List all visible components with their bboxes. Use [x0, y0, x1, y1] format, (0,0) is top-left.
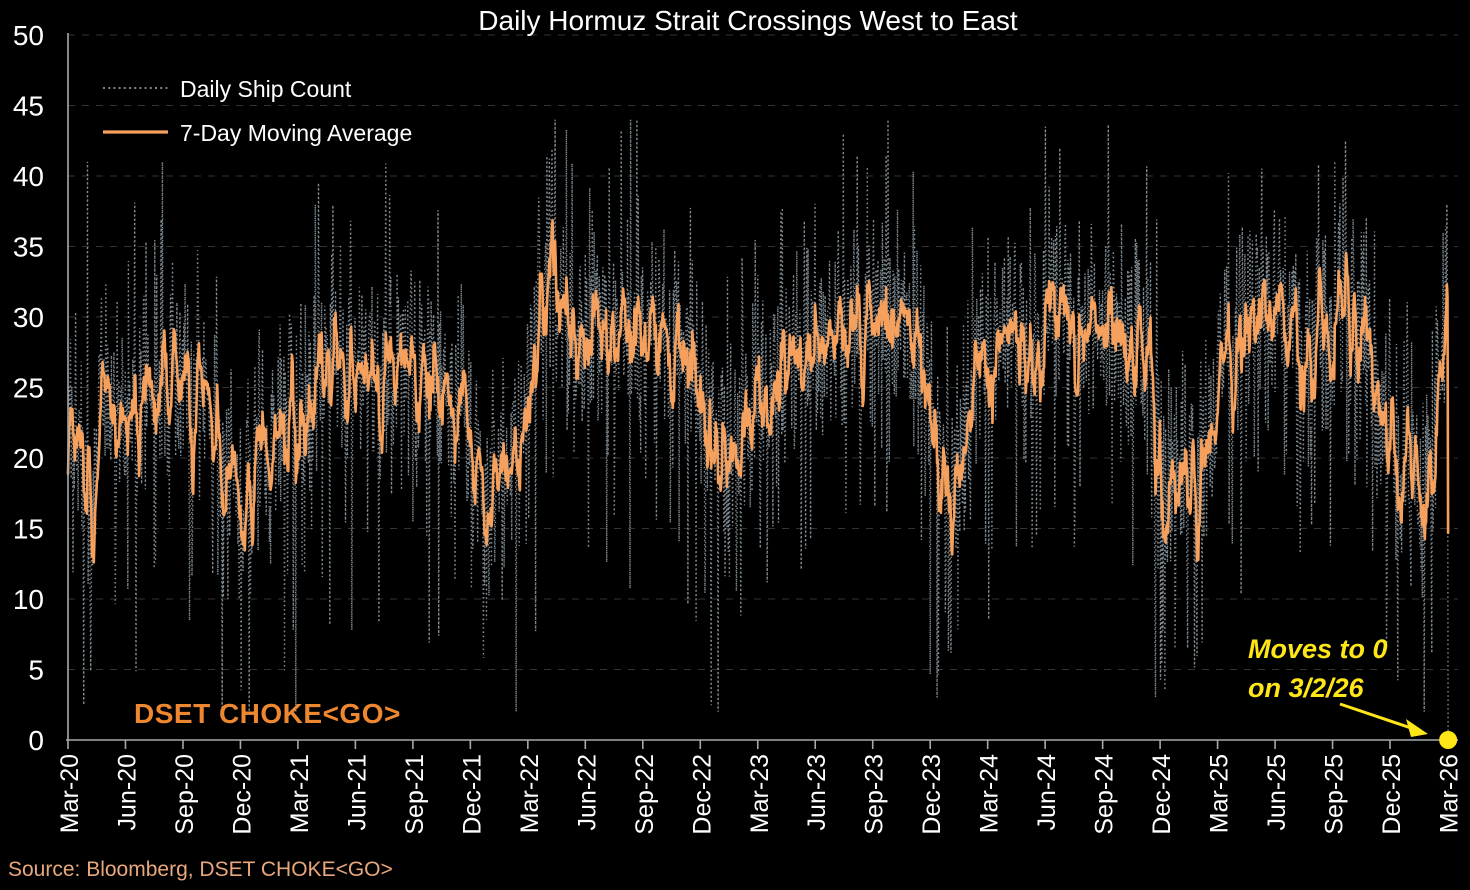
y-label-15: 15	[13, 514, 44, 545]
annotation-arrow-head	[1406, 719, 1428, 737]
daily-ship-count-line	[67, 119, 1449, 741]
axes	[66, 33, 1458, 749]
x-label-Jun-23: Jun-23	[803, 754, 831, 830]
y-label-45: 45	[13, 91, 44, 122]
x-label-Jun-22: Jun-22	[573, 754, 601, 830]
x-label-Jun-24: Jun-24	[1033, 754, 1061, 831]
y-label-10: 10	[13, 584, 44, 615]
y-label-25: 25	[13, 373, 44, 404]
x-label-Sep-22: Sep-22	[631, 754, 659, 835]
legend-daily-label: Daily Ship Count	[180, 76, 352, 102]
x-label-Sep-20: Sep-20	[171, 754, 199, 835]
x-label-Sep-24: Sep-24	[1091, 754, 1119, 835]
daily-ship-count-series	[67, 119, 1449, 741]
y-label-0: 0	[28, 725, 44, 756]
source-note: Source: Bloomberg, DSET CHOKE<GO>	[8, 858, 393, 881]
x-label-Mar-22: Mar-22	[516, 754, 544, 833]
x-label-Jun-20: Jun-20	[113, 754, 141, 830]
annotation: Moves to 0 on 3/2/26	[1248, 634, 1428, 737]
moving-average-series	[66, 219, 1450, 564]
x-label-Dec-24: Dec-24	[1148, 754, 1176, 835]
x-label-Mar-21: Mar-21	[286, 754, 314, 833]
y-label-5: 5	[28, 655, 44, 686]
x-label-Dec-22: Dec-22	[688, 754, 716, 835]
annotation-line2: on 3/2/26	[1248, 673, 1365, 703]
x-label-Sep-23: Sep-23	[861, 754, 889, 835]
legend: Daily Ship Count 7-Day Moving Average	[103, 76, 412, 146]
x-label-Jun-21: Jun-21	[343, 754, 371, 830]
moving-average-line	[66, 219, 1450, 564]
x-label-Dec-20: Dec-20	[228, 754, 256, 835]
x-label-Jun-25: Jun-25	[1263, 754, 1291, 830]
x-label-Dec-23: Dec-23	[918, 754, 946, 835]
y-label-20: 20	[13, 443, 44, 474]
y-label-50: 50	[13, 20, 44, 51]
annotation-arrow-shaft	[1339, 702, 1412, 730]
x-label-Dec-25: Dec-25	[1378, 754, 1406, 835]
y-axis-labels: 0 5 10 15 20 25 30 35 40 45 50	[13, 20, 44, 756]
x-label-Mar-24: Mar-24	[976, 754, 1004, 833]
x-label-Mar-26: Mar-26	[1436, 754, 1464, 833]
y-label-35: 35	[13, 232, 44, 263]
y-label-30: 30	[13, 302, 44, 333]
x-label-Sep-25: Sep-25	[1321, 754, 1349, 835]
x-label-Mar-25: Mar-25	[1206, 754, 1234, 833]
zero-crossing-dot	[1439, 731, 1458, 749]
chart-title: Daily Hormuz Strait Crossings West to Ea…	[478, 5, 1018, 36]
x-label-Mar-23: Mar-23	[746, 754, 774, 833]
watermark-terminal-command: DSET CHOKE<GO>	[134, 698, 401, 729]
annotation-line1: Moves to 0	[1248, 634, 1388, 664]
x-label-Dec-21: Dec-21	[458, 754, 486, 835]
y-label-40: 40	[13, 161, 44, 192]
x-label-Sep-21: Sep-21	[401, 754, 429, 835]
x-axis-labels: Mar-20 Jun-20 Sep-20 Dec-20 Mar-21 Jun-21 Sep-…	[56, 754, 1464, 835]
legend-ma-label: 7-Day Moving Average	[180, 120, 412, 146]
final-zero-marker	[1439, 731, 1458, 749]
x-label-Mar-20: Mar-20	[56, 754, 84, 833]
